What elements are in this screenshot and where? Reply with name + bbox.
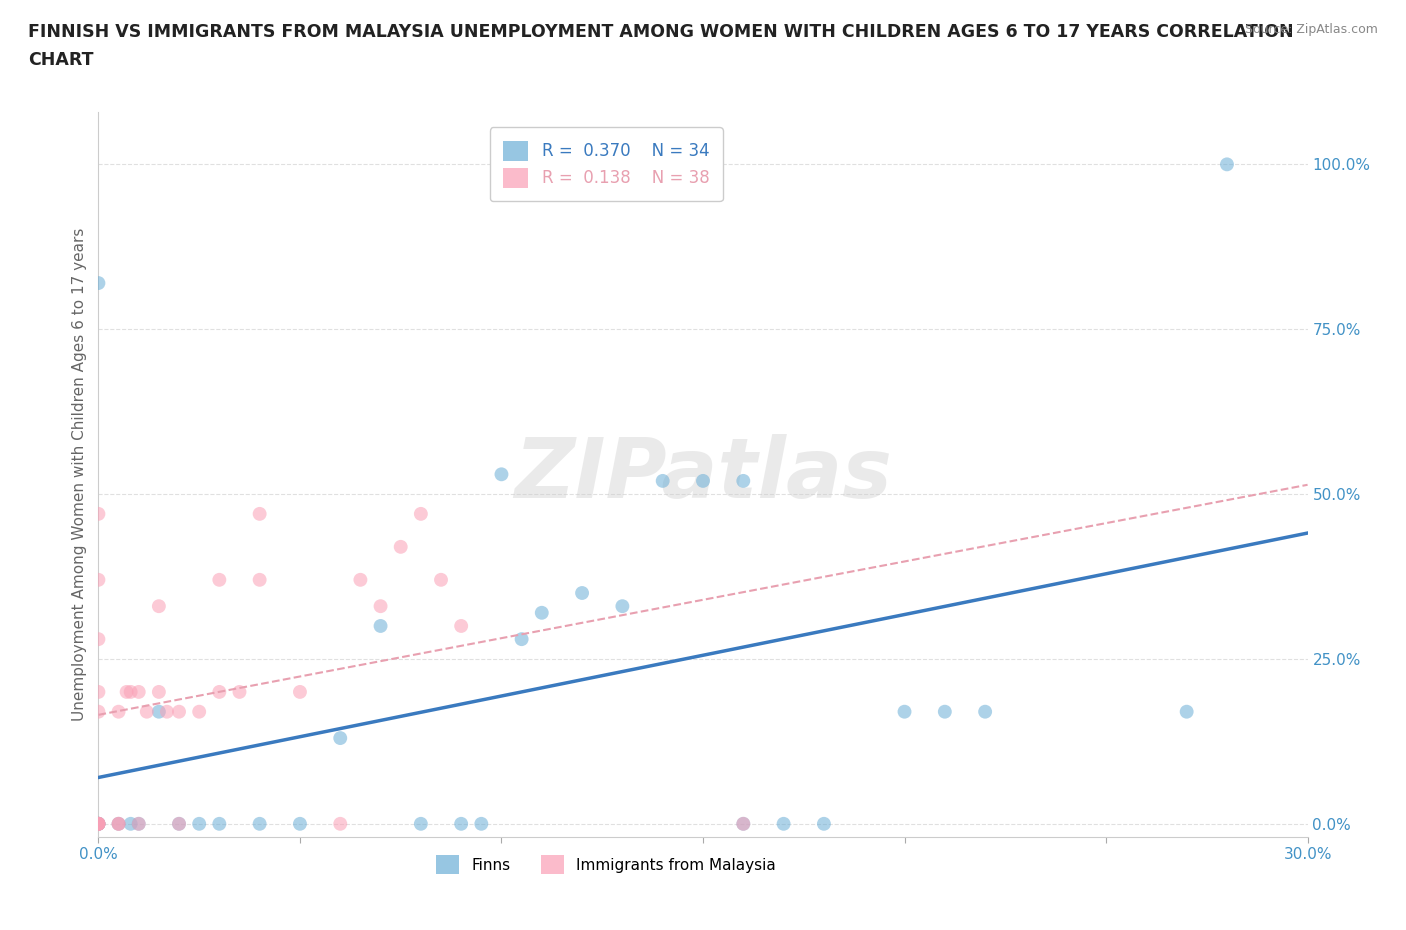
Point <box>893 704 915 719</box>
Point <box>188 817 211 831</box>
Point <box>87 817 110 831</box>
Point <box>349 572 371 587</box>
Point <box>87 572 110 587</box>
Point <box>167 817 190 831</box>
Point <box>409 507 432 522</box>
Text: Source: ZipAtlas.com: Source: ZipAtlas.com <box>1244 23 1378 36</box>
Point <box>288 684 311 699</box>
Point <box>107 817 129 831</box>
Point <box>167 704 190 719</box>
Point <box>107 817 129 831</box>
Point <box>249 572 271 587</box>
Point <box>128 817 150 831</box>
Text: FINNISH VS IMMIGRANTS FROM MALAYSIA UNEMPLOYMENT AMONG WOMEN WITH CHILDREN AGES : FINNISH VS IMMIGRANTS FROM MALAYSIA UNEM… <box>28 23 1294 41</box>
Point <box>148 684 170 699</box>
Point <box>450 618 472 633</box>
Point <box>208 817 231 831</box>
Point <box>409 817 432 831</box>
Point <box>1216 157 1239 172</box>
Point <box>329 731 352 746</box>
Point <box>651 473 673 488</box>
Point <box>692 473 714 488</box>
Point <box>87 817 110 831</box>
Point <box>1175 704 1198 719</box>
Point <box>430 572 453 587</box>
Point <box>107 704 129 719</box>
Point <box>87 275 110 290</box>
Point <box>228 684 250 699</box>
Point <box>87 817 110 831</box>
Point <box>87 817 110 831</box>
Point <box>87 817 110 831</box>
Point <box>288 817 311 831</box>
Point <box>120 684 142 699</box>
Point <box>87 704 110 719</box>
Point <box>733 817 755 831</box>
Point <box>772 817 794 831</box>
Point <box>87 684 110 699</box>
Point <box>733 817 755 831</box>
Point <box>470 817 492 831</box>
Point <box>156 704 179 719</box>
Point <box>934 704 956 719</box>
Point <box>208 684 231 699</box>
Point <box>733 473 755 488</box>
Point <box>128 817 150 831</box>
Point <box>249 817 271 831</box>
Point <box>491 467 513 482</box>
Point <box>107 817 129 831</box>
Point <box>208 572 231 587</box>
Text: CHART: CHART <box>28 51 94 69</box>
Point <box>87 507 110 522</box>
Point <box>249 507 271 522</box>
Point <box>612 599 634 614</box>
Point <box>148 599 170 614</box>
Point <box>974 704 997 719</box>
Point <box>370 599 392 614</box>
Point <box>128 684 150 699</box>
Point <box>571 586 593 601</box>
Point <box>120 817 142 831</box>
Point <box>813 817 835 831</box>
Point <box>148 704 170 719</box>
Point <box>450 817 472 831</box>
Point <box>370 618 392 633</box>
Point <box>530 605 553 620</box>
Point <box>135 704 157 719</box>
Point <box>510 631 533 646</box>
Point <box>87 817 110 831</box>
Text: ZIPatlas: ZIPatlas <box>515 433 891 515</box>
Point <box>167 817 190 831</box>
Point <box>389 539 412 554</box>
Y-axis label: Unemployment Among Women with Children Ages 6 to 17 years: Unemployment Among Women with Children A… <box>72 228 87 721</box>
Point <box>87 631 110 646</box>
Point <box>329 817 352 831</box>
Point <box>87 817 110 831</box>
Point <box>87 817 110 831</box>
Point <box>115 684 138 699</box>
Point <box>188 704 211 719</box>
Legend: Finns, Immigrants from Malaysia: Finns, Immigrants from Malaysia <box>430 849 782 880</box>
